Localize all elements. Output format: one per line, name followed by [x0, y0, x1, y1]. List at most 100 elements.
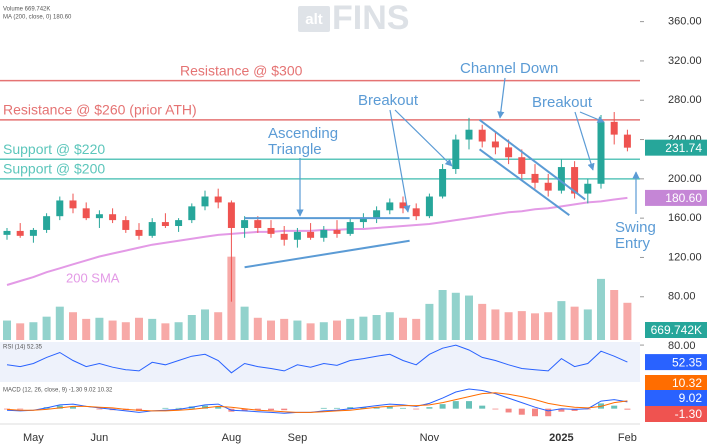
x-tick-label: Nov — [420, 432, 440, 444]
sma-last-label-box — [645, 189, 707, 206]
candle-body — [293, 231, 301, 240]
candle-body — [214, 196, 222, 203]
volume-bar — [135, 317, 143, 340]
macd-histogram-bar — [426, 407, 433, 409]
candle-body — [188, 206, 196, 221]
volume-bar — [451, 292, 460, 340]
x-tick-label: Sep — [288, 432, 308, 444]
sma-legend: MA (200, close, 0) 180.60 — [3, 15, 72, 21]
candle-body — [175, 220, 183, 227]
macd-histogram-bar — [17, 408, 24, 410]
candle-body — [346, 222, 354, 234]
candle-body — [122, 220, 130, 230]
sma-last-label: 180.60 — [665, 191, 702, 205]
candle-body — [201, 196, 209, 207]
volume-bar — [372, 315, 381, 340]
volume-bar — [319, 322, 328, 340]
x-tick-label: May — [23, 432, 44, 444]
macd-histogram-bar — [96, 408, 103, 410]
volume-bar — [491, 309, 500, 340]
candle-body — [254, 220, 262, 228]
macd-signal-label: 10.32 — [672, 376, 702, 390]
candle-body — [307, 231, 315, 238]
volume-bar — [148, 318, 157, 340]
level-label: Resistance @ $260 (prior ATH) — [3, 102, 197, 118]
macd-histogram-bar — [545, 408, 552, 417]
volume-bar — [121, 322, 130, 340]
candle-body — [333, 229, 341, 234]
macd-histogram-bar — [373, 407, 380, 409]
candle-body — [373, 210, 381, 219]
macd-histogram-bar — [70, 406, 76, 409]
watermark-box — [298, 6, 330, 32]
volume-bar — [478, 303, 487, 340]
candle-body — [412, 208, 420, 217]
candle-body — [29, 229, 37, 236]
macd-histogram-bar — [241, 408, 248, 411]
candle-body — [584, 183, 592, 194]
macd-histogram-bar — [611, 405, 618, 409]
x-tick-label: Aug — [222, 432, 242, 444]
watermark-prefix: alt — [305, 11, 323, 28]
candle-body — [161, 222, 169, 227]
volume-bar — [42, 316, 51, 340]
rsi-background — [0, 342, 640, 382]
annotation-arrow — [497, 77, 506, 119]
sma-name: 200 SMA — [66, 270, 120, 285]
macd-histogram-bar — [386, 406, 393, 409]
macd-histogram-bar — [624, 408, 631, 410]
macd-label: 9.02 — [679, 391, 703, 405]
annotation-arrow — [389, 109, 411, 213]
volume-bar — [517, 311, 526, 340]
volume-bar — [531, 313, 539, 340]
candle-body — [623, 134, 631, 148]
rsi-tick-label: 80.00 — [668, 340, 696, 352]
rsi-last-label: 52.35 — [672, 355, 702, 369]
last-price-label: 231.74 — [665, 141, 702, 155]
y-tick-label: 360.00 — [668, 16, 702, 28]
volume-bar — [201, 309, 209, 340]
macd-histogram-bar — [452, 401, 459, 409]
volume-bar — [253, 317, 262, 340]
level-label: Support @ $200 — [3, 161, 105, 177]
candle-body — [491, 141, 499, 148]
candle-body — [320, 229, 328, 238]
volume-bar — [293, 320, 302, 340]
trendline — [478, 119, 586, 201]
candle-body — [386, 202, 394, 211]
candle-body — [148, 222, 156, 236]
volume-bar — [16, 323, 25, 340]
volume-bar — [597, 278, 605, 340]
candle-body — [69, 200, 77, 209]
volume-bar — [504, 312, 513, 340]
volume-bar — [583, 309, 592, 340]
volume-bar — [385, 312, 394, 340]
macd-histogram-bar — [492, 408, 499, 410]
annotation-arrow — [574, 111, 595, 171]
volume-bar — [214, 312, 223, 340]
annotation-arrow — [579, 111, 605, 123]
volume-bar — [359, 316, 368, 340]
volume-bar — [108, 320, 117, 340]
macd-histogram-bar — [400, 407, 406, 409]
macd-histogram-bar — [518, 408, 525, 415]
annotation: Triangle — [268, 141, 322, 158]
volume-bar — [610, 290, 619, 340]
candle-body — [478, 129, 486, 142]
candle-body — [505, 147, 513, 158]
macd-histogram-bar — [268, 408, 274, 411]
macd-histogram-bar — [56, 405, 63, 409]
macd-histogram-bar — [479, 405, 486, 409]
volume-bar — [187, 315, 196, 340]
volume-bar — [623, 302, 632, 340]
macd-histogram-bar — [439, 404, 446, 409]
rsi-line — [6, 344, 628, 374]
annotation: Breakout — [532, 94, 593, 111]
candle-body — [3, 230, 11, 235]
candle-body — [43, 216, 51, 230]
volume-bar — [346, 318, 355, 340]
macd-histogram-bar — [558, 408, 565, 412]
volume-bar — [544, 312, 553, 340]
y-tick-label: 160.00 — [668, 212, 702, 224]
candle-body — [557, 167, 565, 191]
